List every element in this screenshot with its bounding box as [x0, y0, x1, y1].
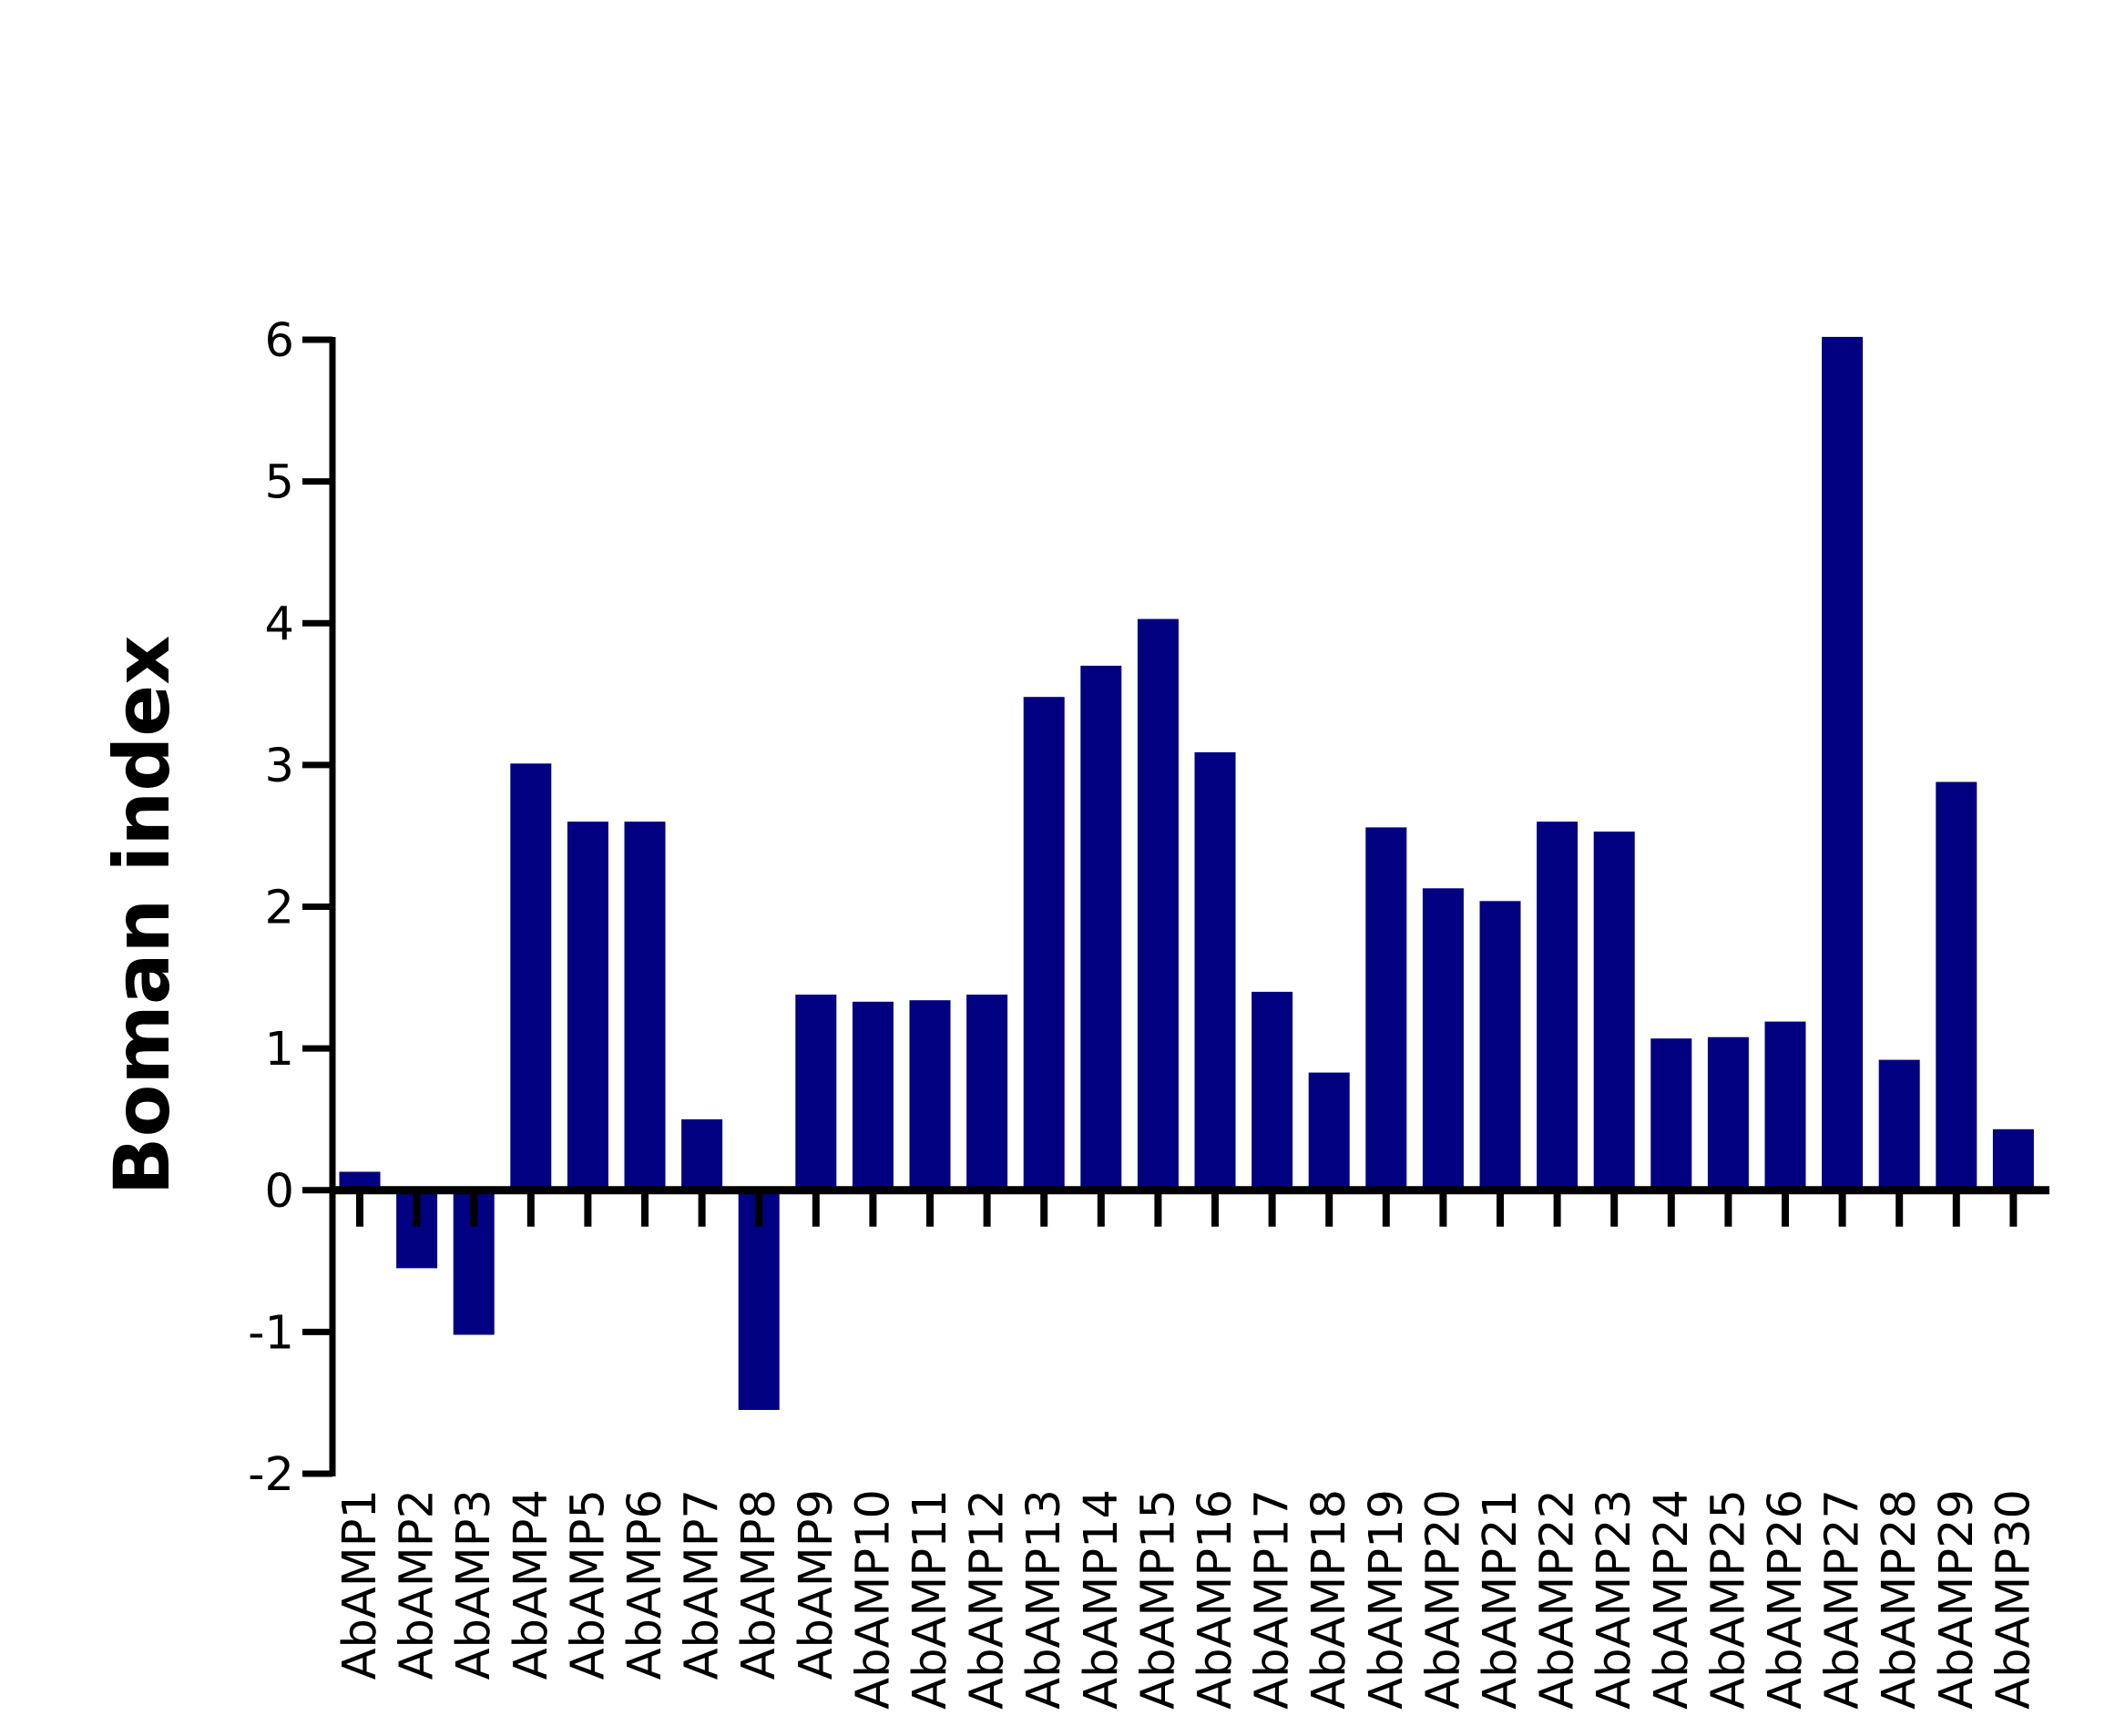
bar: [1080, 665, 1122, 1190]
y-tick-label: 6: [265, 314, 294, 368]
x-tick-label: AbAMP20: [1416, 1489, 1470, 1710]
bar: [1365, 827, 1407, 1190]
x-tick-label: AbAMP21: [1474, 1489, 1528, 1710]
x-tick-label: AbAMP22: [1531, 1489, 1585, 1710]
bar: [1822, 336, 1864, 1190]
x-tick-label: AbAMP10: [846, 1489, 900, 1710]
x-tick-label: AbAMP15: [1131, 1489, 1185, 1710]
y-tick-label: 4: [265, 597, 294, 651]
x-tick-label: AbAMP9: [790, 1489, 843, 1680]
bars-layer: [339, 336, 2034, 1410]
x-tick-label: AbAMP23: [1588, 1489, 1641, 1710]
bar: [510, 763, 552, 1190]
x-tick-label: AbAMP2: [391, 1489, 444, 1680]
bar: [567, 822, 608, 1190]
x-tick-label: AbAMP26: [1759, 1489, 1813, 1710]
bar: [966, 995, 1008, 1190]
bar: [1308, 1072, 1350, 1190]
bar: [339, 1171, 381, 1190]
x-tick-label: AbAMP12: [961, 1489, 1015, 1710]
bar: [1764, 1021, 1806, 1190]
bar: [1878, 1059, 1920, 1190]
bar: [624, 822, 666, 1190]
bar: [1194, 751, 1236, 1190]
y-tick-label: 0: [265, 1165, 294, 1219]
x-tick-label: AbAMP16: [1189, 1489, 1242, 1710]
y-tick-label: 1: [265, 1023, 294, 1077]
y-tick-label: 2: [265, 882, 294, 935]
y-tick-label: 3: [265, 740, 294, 793]
bar: [1650, 1038, 1692, 1190]
axes-layer: [302, 336, 2049, 1477]
x-tick-label: AbAMP19: [1360, 1489, 1414, 1710]
bar: [1422, 888, 1464, 1190]
x-tick-label: AbAMP17: [1246, 1489, 1300, 1710]
bar: [795, 995, 837, 1190]
x-tick-label: AbAMP28: [1873, 1489, 1926, 1710]
bar: [1936, 781, 1977, 1190]
bar: [1707, 1036, 1749, 1190]
bar: [1593, 832, 1635, 1190]
bar: [681, 1118, 723, 1190]
x-tick-label: AbAMP18: [1303, 1489, 1356, 1710]
x-tick-label: AbAMP5: [561, 1489, 615, 1680]
x-tick-label: AbAMP13: [1017, 1489, 1071, 1710]
bar: [738, 1190, 780, 1410]
bar: [1137, 618, 1179, 1190]
y-tick-label: -1: [248, 1306, 294, 1360]
x-tick-label: AbAMP8: [732, 1489, 786, 1680]
x-tick-label: AbAMP6: [618, 1489, 672, 1680]
x-tick-label: AbAMP4: [505, 1489, 558, 1680]
x-tick-label: AbAMP11: [904, 1489, 957, 1710]
x-tick-label: AbAMP25: [1701, 1489, 1755, 1710]
x-tick-label: AbAMP7: [676, 1489, 730, 1680]
bar: [852, 1001, 894, 1190]
x-tick-label: AbAMP27: [1816, 1489, 1870, 1710]
bar: [1479, 901, 1521, 1190]
y-tick-label: -2: [248, 1448, 294, 1502]
y-tick-label: 5: [265, 456, 294, 510]
bar: [1023, 697, 1065, 1190]
x-tick-label: AbAMP29: [1930, 1489, 1984, 1710]
bar: [1992, 1128, 2034, 1190]
x-tick-label: AbAMP3: [447, 1489, 501, 1680]
bar: [1252, 991, 1293, 1190]
x-tick-label: AbAMP30: [1987, 1489, 2040, 1710]
x-tick-label: AbAMP14: [1075, 1489, 1129, 1710]
x-tick-label: AbAMP24: [1645, 1489, 1699, 1710]
x-tick-label: AbAMP1: [333, 1489, 387, 1680]
bar: [909, 1000, 951, 1190]
y-axis-title: Boman index: [97, 636, 187, 1196]
bar: [1537, 822, 1579, 1190]
